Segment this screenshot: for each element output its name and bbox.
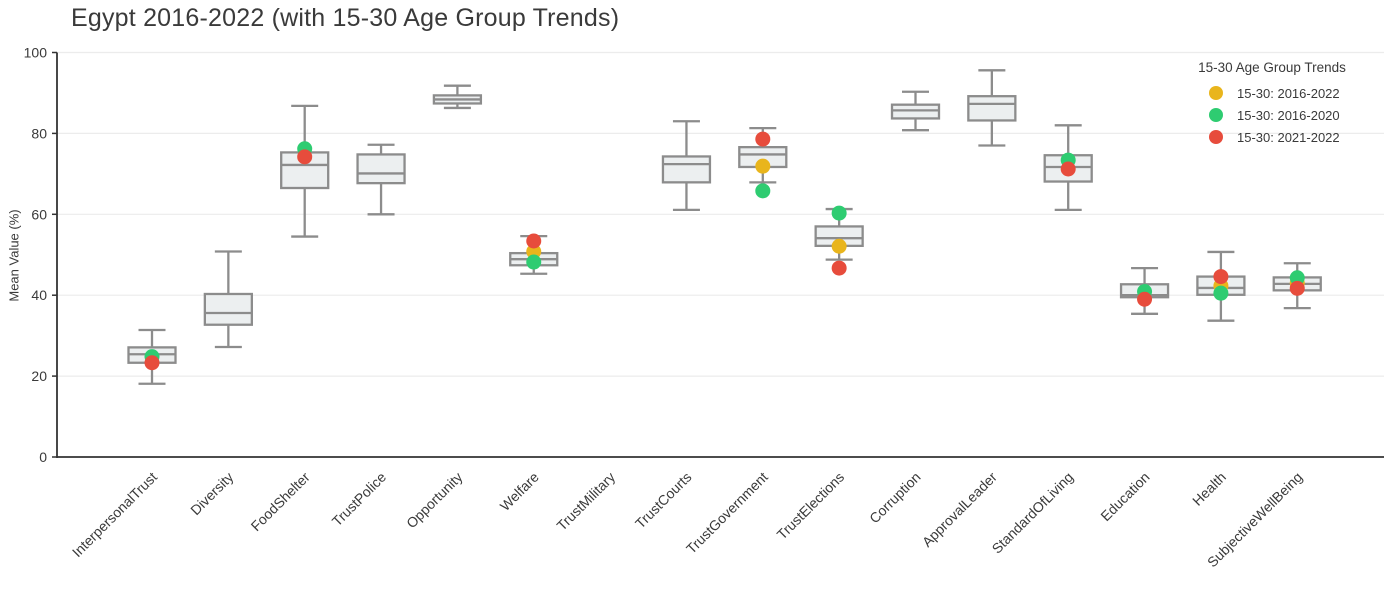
boxplot-TrustPolice: [356, 143, 406, 216]
y-tick-label: 0: [39, 449, 47, 465]
x-tick-label-TrustMilitary: TrustMilitary: [553, 469, 618, 534]
legend-item-2016-2022: 15-30: 2016-2022: [1177, 82, 1367, 104]
x-tick-label-Health: Health: [1189, 469, 1229, 509]
boxplot-TrustCourts: [661, 120, 712, 212]
boxplot-Opportunity: [432, 84, 483, 110]
x-tick-label-StandardOfLiving: StandardOfLiving: [989, 469, 1077, 557]
point-15-302016-2020-Welfare: [526, 254, 542, 270]
x-tick-label-Diversity: Diversity: [187, 469, 236, 518]
boxplot-ApprovalLeader: [967, 69, 1017, 147]
point-15-302016-2020-TrustGovernment: [755, 183, 771, 199]
x-tick-label-Welfare: Welfare: [497, 469, 542, 514]
legend-item-2016-2020: 15-30: 2016-2020: [1177, 104, 1367, 126]
x-tick-label-TrustCourts: TrustCourts: [632, 469, 695, 532]
point-15-302021-2022-StandardOfLiving: [1060, 161, 1076, 177]
point-15-302016-2020-SubjectiveWellBeing: [1289, 270, 1305, 286]
legend-label-2016-2022: 15-30: 2016-2022: [1237, 85, 1340, 101]
legend-label-2016-2020: 15-30: 2016-2020: [1237, 107, 1340, 123]
x-tick-label-TrustGovernment: TrustGovernment: [683, 469, 771, 557]
point-15-302021-2022-Welfare: [526, 233, 542, 249]
chart-title: Egypt 2016-2022 (with 15-30 Age Group Tr…: [71, 4, 620, 32]
y-tick-label: 80: [31, 125, 47, 141]
boxplot-TrustElections: [814, 207, 864, 261]
point-15-302021-2022-TrustElections: [831, 260, 847, 276]
point-15-302016-2020-Health: [1213, 285, 1229, 301]
y-tick-label: 40: [31, 287, 47, 303]
x-tick-label-TrustElections: TrustElections: [774, 469, 848, 543]
y-tick-label: 60: [31, 206, 47, 222]
boxplot-Diversity: [203, 250, 254, 349]
legend-dot-2021-2022-icon: [1209, 130, 1223, 144]
point-15-302021-2022-InterpersonalTrust: [144, 355, 160, 371]
legend-dot-2016-2020-icon: [1209, 108, 1223, 122]
boxplot-TrustGovernment: [738, 126, 788, 184]
legend: 15-30 Age Group Trends 15-30: 2016-2022 …: [1177, 60, 1367, 148]
point-15-302021-2022-FoodShelter: [297, 149, 313, 165]
legend-label-2021-2022: 15-30: 2021-2022: [1237, 129, 1340, 145]
point-15-302021-2022-Education: [1137, 291, 1153, 307]
legend-dot-2016-2022-icon: [1209, 86, 1223, 100]
x-tick-label-TrustPolice: TrustPolice: [329, 469, 390, 530]
point-15-302016-2022-TrustGovernment: [755, 158, 771, 174]
point-15-302016-2022-TrustElections: [831, 238, 847, 254]
y-tick-label: 20: [31, 368, 47, 384]
point-15-302021-2022-TrustGovernment: [755, 131, 771, 147]
legend-title: 15-30 Age Group Trends: [1198, 60, 1346, 75]
x-tick-label-Opportunity: Opportunity: [403, 469, 465, 531]
boxplot-FoodShelter: [280, 104, 330, 238]
point-15-302021-2022-Health: [1213, 269, 1229, 285]
x-tick-label-InterpersonalTrust: InterpersonalTrust: [69, 469, 160, 560]
x-tick-label-FoodShelter: FoodShelter: [248, 469, 313, 534]
point-15-302016-2020-TrustElections: [831, 205, 847, 221]
x-tick-label-Education: Education: [1097, 469, 1152, 524]
x-tick-label-Corruption: Corruption: [866, 469, 924, 527]
boxplot-Corruption: [890, 90, 941, 132]
boxplot-StandardOfLiving: [1043, 124, 1093, 212]
point-15-302016-2022-Welfare: [526, 244, 542, 260]
x-tick-label-ApprovalLeader: ApprovalLeader: [919, 469, 1000, 550]
point-15-302021-2022-SubjectiveWellBeing: [1289, 280, 1305, 296]
y-tick-label: 100: [24, 45, 48, 61]
legend-item-2021-2022: 15-30: 2021-2022: [1177, 126, 1367, 148]
